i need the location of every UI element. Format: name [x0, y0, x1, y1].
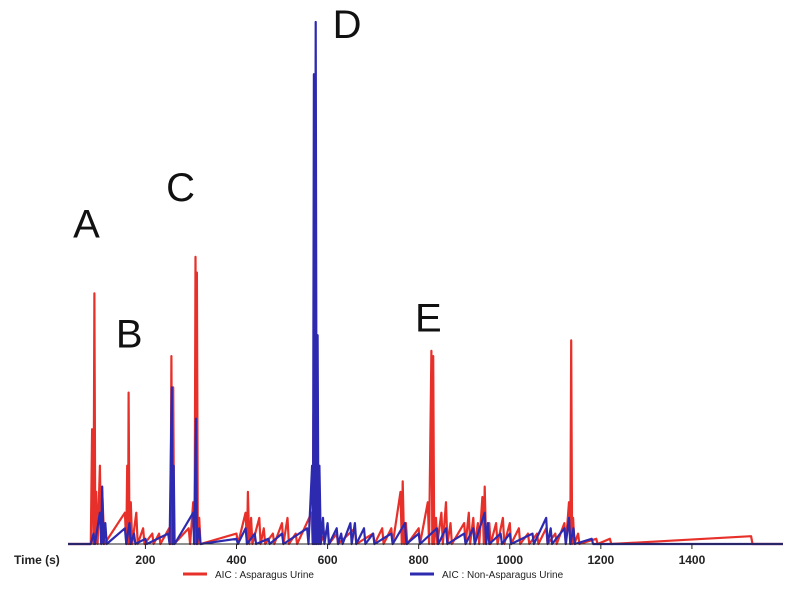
legend-entry-1: AIC : Asparagus Urine — [215, 570, 314, 581]
peak-label-b: B — [116, 312, 143, 356]
x-tick-label: 1400 — [679, 553, 706, 567]
series-layer — [68, 20, 783, 546]
peak-annotations: A B C D E — [73, 3, 442, 356]
peak-label-a: A — [73, 203, 100, 247]
peak-label-d: D — [333, 3, 362, 47]
peak-label-e: E — [415, 297, 442, 341]
x-tick-label: 1200 — [587, 553, 614, 567]
x-tick-label: 200 — [135, 553, 155, 567]
legend-entry-2: AIC : Non-Asparagus Urine — [442, 570, 564, 581]
x-tick-label: 800 — [409, 553, 429, 567]
x-tick-label: 600 — [318, 553, 338, 567]
series-line-2 — [68, 20, 783, 546]
peak-label-c: C — [166, 166, 195, 210]
x-axis-ticks: 200 400 600 800 1000 1200 1400 — [135, 544, 706, 567]
x-axis-label: Time (s) — [14, 553, 60, 567]
x-tick-label: 400 — [226, 553, 246, 567]
legend: AIC : Asparagus Urine AIC : Non-Asparagus… — [183, 570, 564, 581]
x-tick-label: 1000 — [496, 553, 523, 567]
